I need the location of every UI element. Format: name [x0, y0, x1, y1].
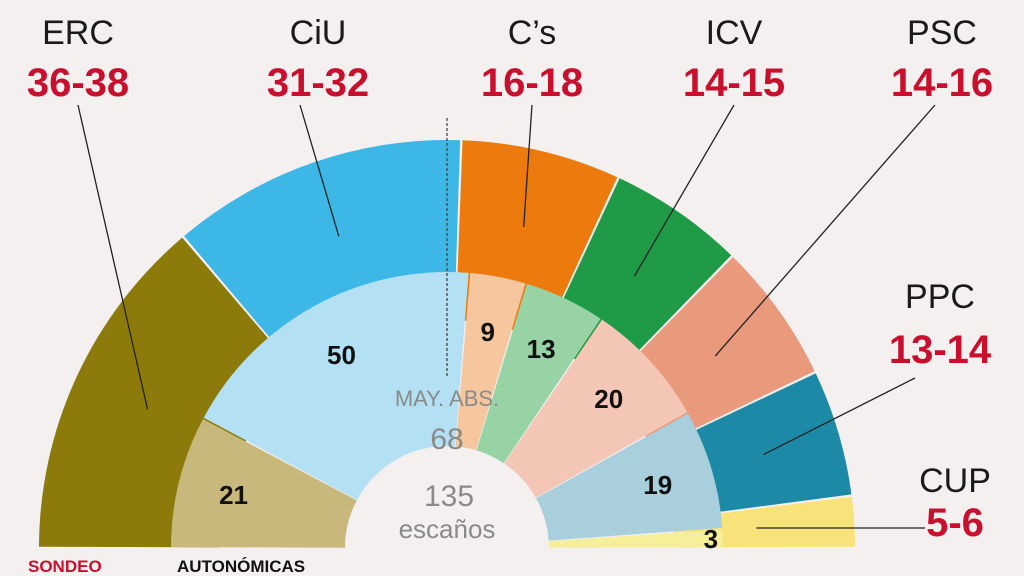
leader-line-ppc	[763, 377, 916, 456]
party-range-cup: 5-6	[926, 501, 984, 545]
inner-value-icv: 13	[527, 334, 556, 364]
inner-value-cs: 9	[480, 317, 494, 347]
leader-line-icv	[633, 104, 735, 277]
party-name-ppc: PPC	[905, 278, 975, 316]
total-seats-label: escaños	[399, 514, 496, 544]
party-name-icv: ICV	[706, 14, 763, 52]
majority-label: MAY. ABS.	[395, 386, 499, 411]
inner-segment-erc	[171, 419, 357, 548]
party-range-psc: 14-16	[891, 61, 993, 105]
leader-line-psc	[714, 104, 936, 357]
leader-line-erc	[77, 104, 149, 410]
party-labels: ERC 36-38 CiU 31-32 C’s 16-18 ICV 14-15 PSC 14-16…	[27, 14, 993, 545]
inner-segment-cup	[548, 529, 723, 548]
party-range-erc: 36-38	[27, 61, 129, 105]
inner-segment-ppc	[536, 413, 723, 541]
inner-ring-footer-label: AUTONÓMICAS	[177, 557, 305, 576]
party-name-cup: CUP	[919, 462, 991, 500]
inner-value-psc: 20	[594, 384, 623, 414]
party-name-ciu: CiU	[290, 14, 347, 52]
inner-value-cup: 3	[704, 524, 718, 554]
inner-value-ciu: 50	[327, 340, 356, 370]
inner-segment-icv	[476, 283, 601, 464]
inner-segment-cs	[455, 272, 526, 451]
party-range-ppc: 13-14	[889, 328, 992, 372]
inner-value-erc: 21	[219, 480, 248, 510]
majority-value: 68	[430, 423, 463, 456]
total-seats-value: 135	[424, 480, 474, 513]
party-name-erc: ERC	[42, 14, 114, 52]
outer-segment-erc	[39, 237, 300, 548]
party-range-icv: 14-15	[683, 61, 785, 105]
outer-ring-footer-label: SONDEO	[28, 557, 102, 576]
inner-segment-psc	[504, 319, 688, 498]
leader-line-ciu	[299, 104, 340, 237]
leader-line-cs	[523, 104, 533, 228]
party-name-cs: C’s	[508, 14, 557, 52]
inner-ring: 21 50 9 13 20 19 3	[171, 272, 723, 554]
party-range-ciu: 31-32	[267, 61, 369, 105]
party-range-cs: 16-18	[481, 61, 583, 105]
party-name-psc: PSC	[907, 14, 977, 52]
inner-segment-ciu	[203, 272, 469, 500]
leader-lines	[77, 104, 936, 529]
inner-value-ppc: 19	[643, 470, 672, 500]
